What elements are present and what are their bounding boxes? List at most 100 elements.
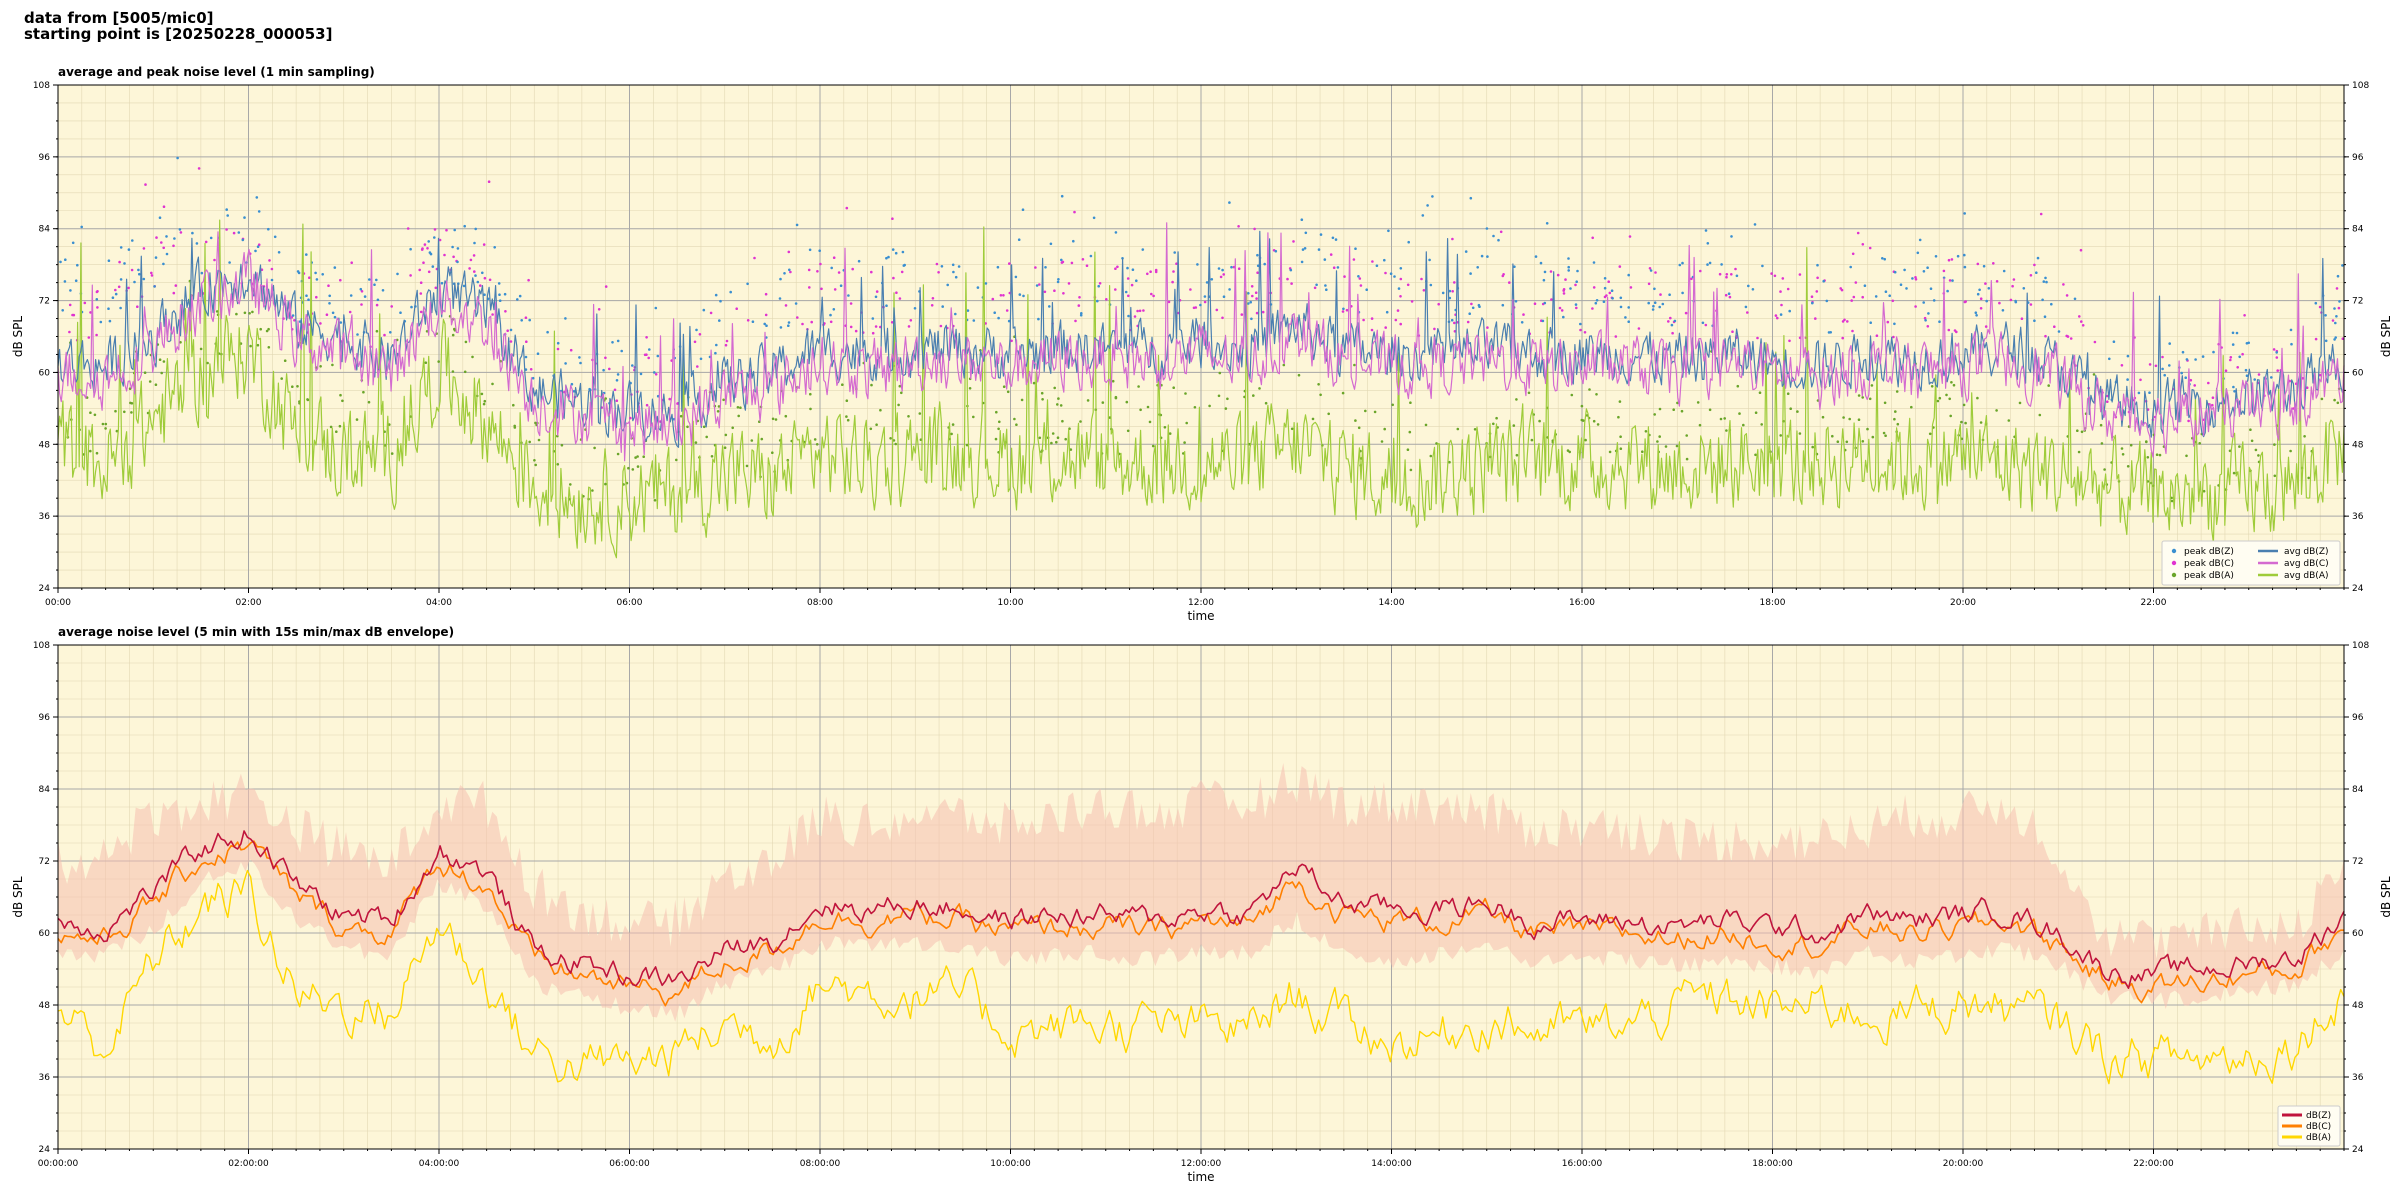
peak-z-point <box>1735 274 1739 278</box>
peak-a-point <box>1297 373 1301 377</box>
peak-z-point <box>1720 263 1723 266</box>
peak-z-point <box>954 312 957 316</box>
peak-a-point <box>813 438 817 441</box>
peak-z-point <box>1753 223 1757 226</box>
peak-z-point <box>2324 314 2327 317</box>
peak-c-point <box>1852 295 1856 299</box>
peak-c-point <box>2305 386 2309 390</box>
peak-a-point <box>104 427 107 430</box>
peak-z-point <box>1651 308 1655 311</box>
peak-z-point <box>1022 294 1025 298</box>
peak-a-point <box>841 383 844 387</box>
peak-z-point <box>314 271 317 275</box>
peak-a-point <box>1317 383 1320 386</box>
peak-c-point <box>1914 278 1918 281</box>
peak-z-point <box>1706 242 1710 245</box>
peak-c-point <box>348 310 352 314</box>
peak-a-point <box>1570 393 1574 397</box>
peak-z-point <box>2201 355 2205 358</box>
peak-a-point <box>1656 440 1659 443</box>
peak-c-point <box>1608 291 1612 295</box>
peak-z-point <box>1387 229 1390 233</box>
peak-c-point <box>874 325 878 328</box>
peak-a-point <box>1258 387 1261 390</box>
peak-z-point <box>243 216 246 219</box>
peak-z-point <box>2033 319 2036 323</box>
peak-c-point <box>2276 369 2279 372</box>
peak-z-point <box>2324 339 2328 343</box>
peak-a-point <box>463 370 467 374</box>
peak-c-point <box>162 205 166 208</box>
peak-c-point <box>1774 314 1778 317</box>
peak-c-point <box>1261 310 1265 314</box>
peak-c-point <box>1575 306 1578 310</box>
peak-z-point <box>396 272 399 276</box>
peak-a-point <box>1964 421 1967 425</box>
peak-c-point <box>1085 264 1089 267</box>
peak-a-point <box>627 466 630 470</box>
peak-z-point <box>2333 338 2336 341</box>
chart-peak-average: 24 24 36 36 48 48 60 60 72 72 84 84 96 96 108 108 00:00 0… <box>11 65 2393 623</box>
peak-z-point <box>2001 309 2005 312</box>
peak-c-point <box>2012 278 2016 281</box>
peak-z-point <box>509 328 513 332</box>
peak-a-point <box>2121 453 2125 456</box>
peak-z-point <box>976 286 980 289</box>
peak-c-point <box>1329 253 1333 256</box>
peak-z-point <box>107 259 111 262</box>
peak-c-point <box>2243 314 2246 317</box>
y-tick-label: 96 <box>2352 713 2364 723</box>
peak-c-point <box>2257 373 2261 376</box>
y-tick-label: 24 <box>39 1145 51 1155</box>
peak-a-point <box>1719 417 1723 421</box>
peak-a-point <box>1224 407 1228 410</box>
peak-c-point <box>1420 277 1423 281</box>
peak-z-point <box>1301 248 1305 251</box>
peak-c-point <box>2236 366 2239 369</box>
peak-z-point <box>1060 258 1063 262</box>
peak-c-point <box>390 305 394 308</box>
peak-c-point <box>1256 271 1259 274</box>
peak-z-point <box>410 305 413 309</box>
peak-z-point <box>1603 277 1607 280</box>
peak-a-point <box>809 407 812 411</box>
peak-a-point <box>480 392 484 396</box>
y-tick-label: 36 <box>2352 1073 2364 1083</box>
peak-z-point <box>615 379 619 382</box>
peak-z-point <box>1247 292 1250 295</box>
x-axis-label: time <box>1187 1170 1214 1184</box>
x-tick-label: 18:00:00 <box>1752 1159 1793 1169</box>
peak-c-point <box>1892 335 1895 339</box>
peak-a-point <box>1184 392 1187 395</box>
peak-c-point <box>810 320 813 324</box>
peak-z-point <box>602 368 605 372</box>
peak-c-point <box>2065 334 2068 338</box>
peak-z-point <box>1610 289 1614 292</box>
peak-z-point <box>2112 340 2116 344</box>
peak-a-point <box>750 439 754 442</box>
peak-a-point <box>1811 445 1814 449</box>
peak-a-point <box>1006 390 1010 394</box>
peak-z-point <box>133 280 136 284</box>
peak-z-point <box>1300 260 1304 264</box>
peak-c-point <box>2148 363 2152 366</box>
peak-z-point <box>76 263 79 267</box>
peak-z-point <box>427 240 431 243</box>
peak-c-point <box>2053 325 2056 329</box>
peak-c-point <box>339 278 342 282</box>
peak-a-point <box>1409 401 1412 405</box>
peak-c-point <box>1352 258 1356 261</box>
peak-c-point <box>483 276 487 280</box>
peak-a-point <box>1680 409 1684 413</box>
peak-z-point <box>333 266 337 269</box>
peak-z-point <box>1974 311 1978 315</box>
peak-a-point <box>1848 417 1851 421</box>
peak-z-point <box>1450 318 1454 322</box>
peak-a-point <box>998 420 1001 424</box>
peak-z-point <box>64 258 67 261</box>
y-tick-label: 48 <box>39 1001 51 1011</box>
peak-a-point <box>265 329 269 333</box>
peak-z-point <box>1497 238 1500 242</box>
y-tick-label: 108 <box>33 81 50 91</box>
peak-c-point <box>2154 364 2158 368</box>
